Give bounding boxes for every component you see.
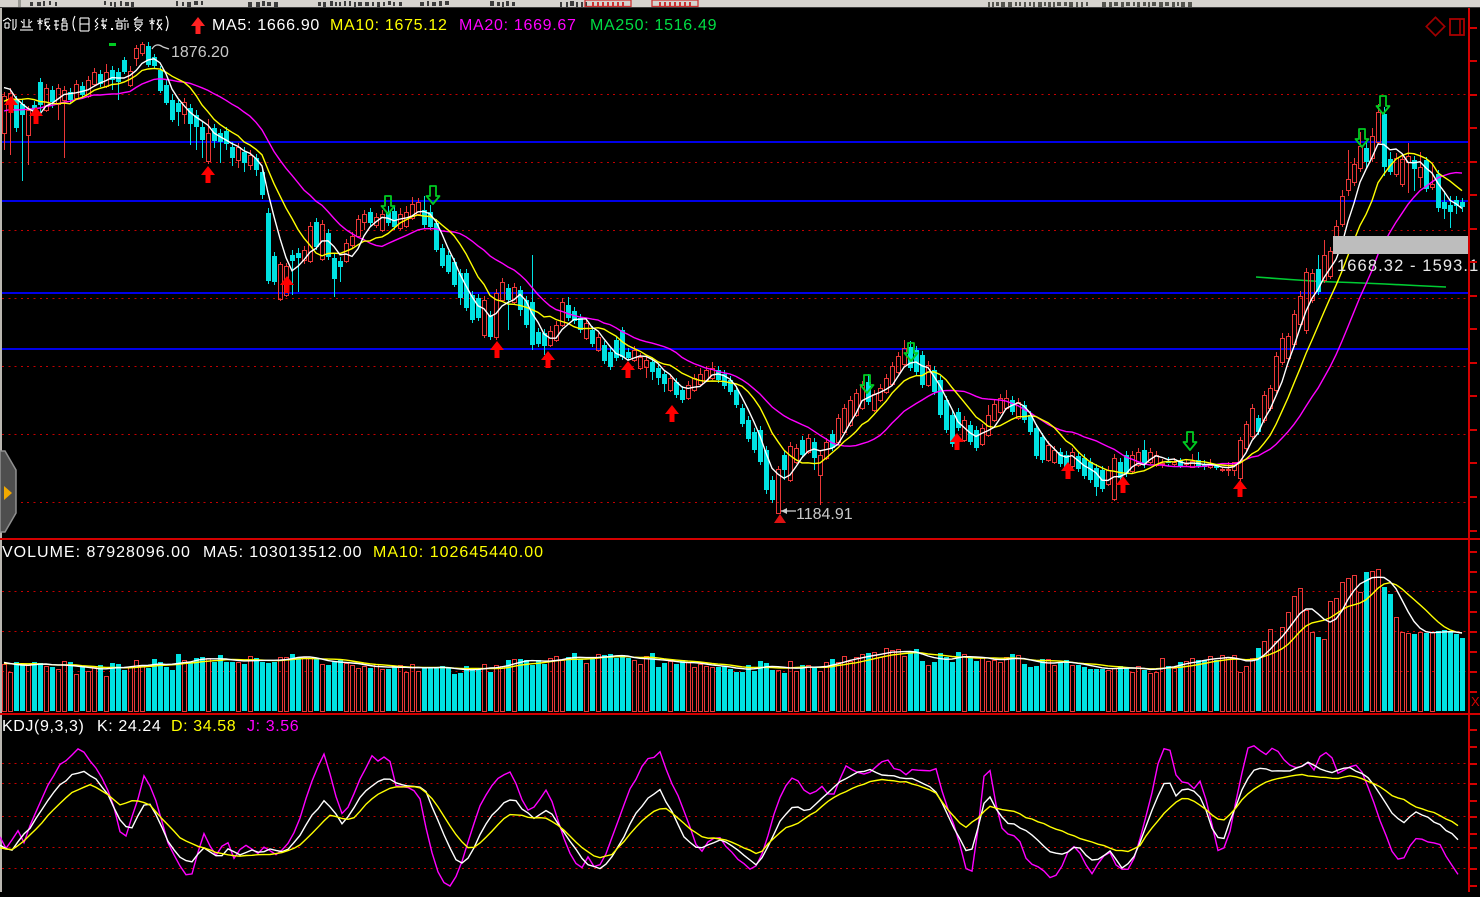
svg-text:X: X [1471, 694, 1480, 709]
svg-text:MA5: 1666.90: MA5: 1666.90 [212, 17, 320, 34]
svg-text:D: 34.58: D: 34.58 [171, 718, 236, 735]
svg-text:KDJ(9,3,3): KDJ(9,3,3) [2, 718, 84, 735]
svg-text:VOLUME: 87928096.00: VOLUME: 87928096.00 [2, 544, 191, 561]
svg-text:MA5: 103013512.00: MA5: 103013512.00 [203, 544, 362, 561]
svg-text:MA250: 1516.49: MA250: 1516.49 [590, 17, 717, 34]
svg-text:MA20: 1669.67: MA20: 1669.67 [459, 17, 577, 34]
svg-text:1668.32 - 1593.1: 1668.32 - 1593.1 [1337, 257, 1479, 275]
svg-text:K: 24.24: K: 24.24 [97, 718, 161, 735]
svg-text:1876.20: 1876.20 [171, 44, 229, 61]
svg-text:MA10: 1675.12: MA10: 1675.12 [330, 17, 448, 34]
svg-text:J: 3.56: J: 3.56 [247, 718, 299, 735]
svg-text:MA10: 102645440.00: MA10: 102645440.00 [373, 544, 544, 561]
svg-text:1184.91: 1184.91 [796, 506, 853, 523]
